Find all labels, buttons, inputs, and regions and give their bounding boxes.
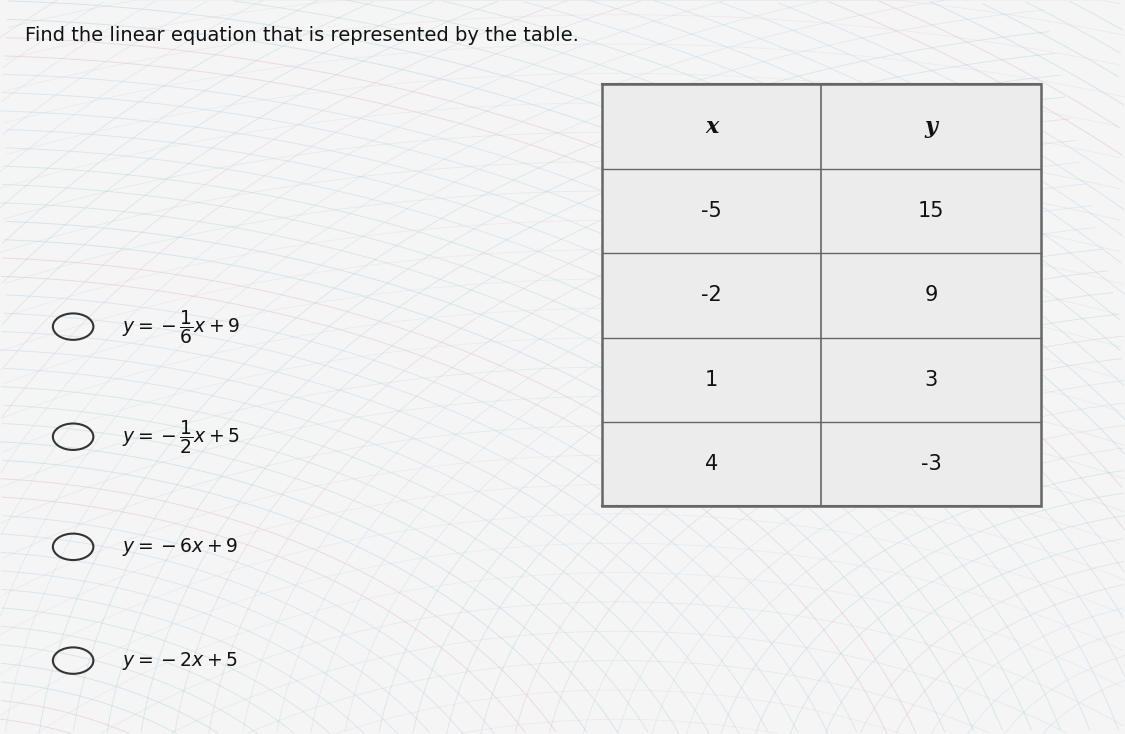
Text: $y = -6x + 9$: $y = -6x + 9$ xyxy=(122,536,237,558)
Text: 3: 3 xyxy=(925,370,937,390)
Text: 9: 9 xyxy=(925,286,937,305)
Text: $y = -2x + 5$: $y = -2x + 5$ xyxy=(122,650,237,672)
Text: -3: -3 xyxy=(920,454,942,474)
Text: 4: 4 xyxy=(705,454,718,474)
Text: x: x xyxy=(705,116,718,137)
Text: 1: 1 xyxy=(705,370,718,390)
Text: 15: 15 xyxy=(918,201,944,221)
Text: Find the linear equation that is represented by the table.: Find the linear equation that is represe… xyxy=(25,26,578,45)
Text: y: y xyxy=(925,116,937,137)
Text: $y = -\dfrac{1}{2}x + 5$: $y = -\dfrac{1}{2}x + 5$ xyxy=(122,418,240,456)
Bar xyxy=(602,84,1041,506)
Text: -5: -5 xyxy=(701,201,722,221)
Bar xyxy=(602,84,1041,506)
Text: -2: -2 xyxy=(701,286,722,305)
Text: $y = -\dfrac{1}{6}x + 9$: $y = -\dfrac{1}{6}x + 9$ xyxy=(122,308,240,346)
